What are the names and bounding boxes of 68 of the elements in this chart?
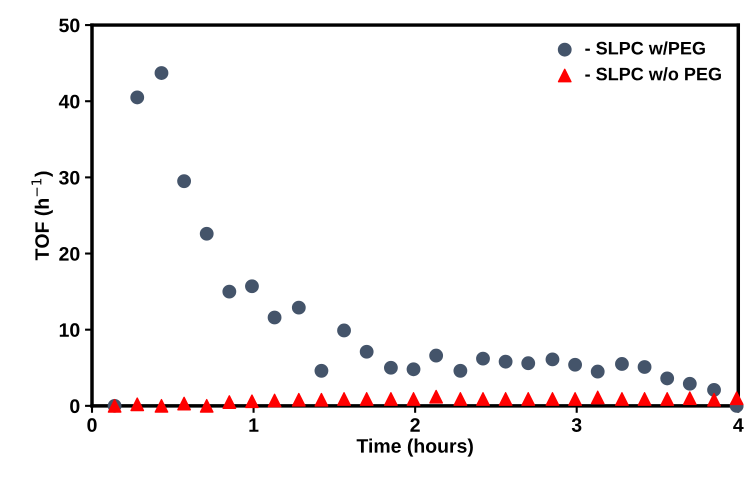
point [638,392,652,406]
point [292,392,306,407]
point [476,352,490,366]
x-tick-label: 1 [249,418,258,432]
point [384,360,398,375]
point [245,279,259,294]
point [707,392,721,407]
y-axis-title: TOF (h$^{−1}$) [31,172,53,260]
y-tick-label: 30 [59,170,80,185]
point [177,396,192,410]
point [360,344,374,359]
point [314,364,328,378]
x-tick-label: 4 [733,418,744,432]
point [682,391,697,406]
point [521,356,536,370]
y-tick-label: 20 [59,247,80,261]
point [406,392,420,406]
point [730,391,744,406]
point [360,392,374,406]
point [590,390,605,404]
x-axis-title: Time (hours) [356,438,473,457]
y-tick-label: 10 [60,323,80,337]
point [222,284,236,299]
point [268,310,282,324]
y-tick-label: 50 [59,18,80,32]
point [200,226,214,241]
point [453,364,468,378]
x-tick-label: 3 [572,418,582,432]
point [453,392,468,406]
point [638,360,652,374]
point [546,392,560,406]
x-tick-label: 2 [410,418,420,432]
point [384,392,398,406]
point [546,352,560,366]
point [429,390,444,404]
point [429,348,444,362]
legend-label: - SLPC w/o PEG [585,67,721,81]
point [590,364,605,378]
point [154,66,168,80]
point [568,392,582,406]
point [314,392,328,407]
point [521,392,536,406]
point [615,357,629,371]
point [222,395,236,409]
point [268,394,282,408]
y-tick-label: 0 [70,399,80,414]
point [682,376,697,391]
legend-label: - SLPC w/PEG [585,41,705,55]
point [292,300,306,315]
y-tick-label: 40 [58,94,80,108]
point [568,358,582,372]
point [406,362,420,376]
point [245,394,259,408]
point [130,90,144,104]
point [200,398,214,413]
point [707,382,721,397]
point [498,354,513,369]
point [660,372,674,386]
point [337,392,351,406]
x-tick-label: 0 [87,418,97,432]
point [615,392,629,406]
point [154,398,168,413]
point [498,392,513,406]
point [130,397,144,412]
point [476,392,490,406]
point [337,324,351,338]
point [660,392,674,406]
point [177,174,192,188]
